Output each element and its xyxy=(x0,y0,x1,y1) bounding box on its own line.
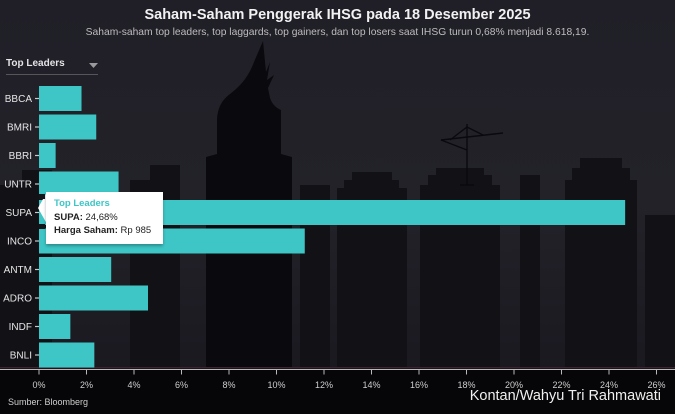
svg-text:BNLI: BNLI xyxy=(10,351,32,362)
svg-text:INCO: INCO xyxy=(7,237,32,248)
svg-text:INDF: INDF xyxy=(9,322,32,333)
svg-text:0%: 0% xyxy=(32,380,45,390)
svg-text:BMRI: BMRI xyxy=(7,123,32,134)
svg-text:12%: 12% xyxy=(315,380,333,390)
svg-text:6%: 6% xyxy=(175,380,188,390)
svg-text:BBCA: BBCA xyxy=(5,94,33,105)
svg-text:10%: 10% xyxy=(267,380,285,390)
svg-text:2%: 2% xyxy=(80,380,93,390)
svg-text:14%: 14% xyxy=(362,380,380,390)
svg-text:SUPA: SUPA xyxy=(6,208,33,219)
svg-text:8%: 8% xyxy=(222,380,235,390)
svg-text:BBRI: BBRI xyxy=(9,151,32,162)
svg-text:4%: 4% xyxy=(127,380,140,390)
svg-text:UNTR: UNTR xyxy=(4,180,32,191)
svg-text:ADRO: ADRO xyxy=(3,294,32,305)
svg-text:16%: 16% xyxy=(410,380,428,390)
svg-text:ANTM: ANTM xyxy=(4,265,32,276)
